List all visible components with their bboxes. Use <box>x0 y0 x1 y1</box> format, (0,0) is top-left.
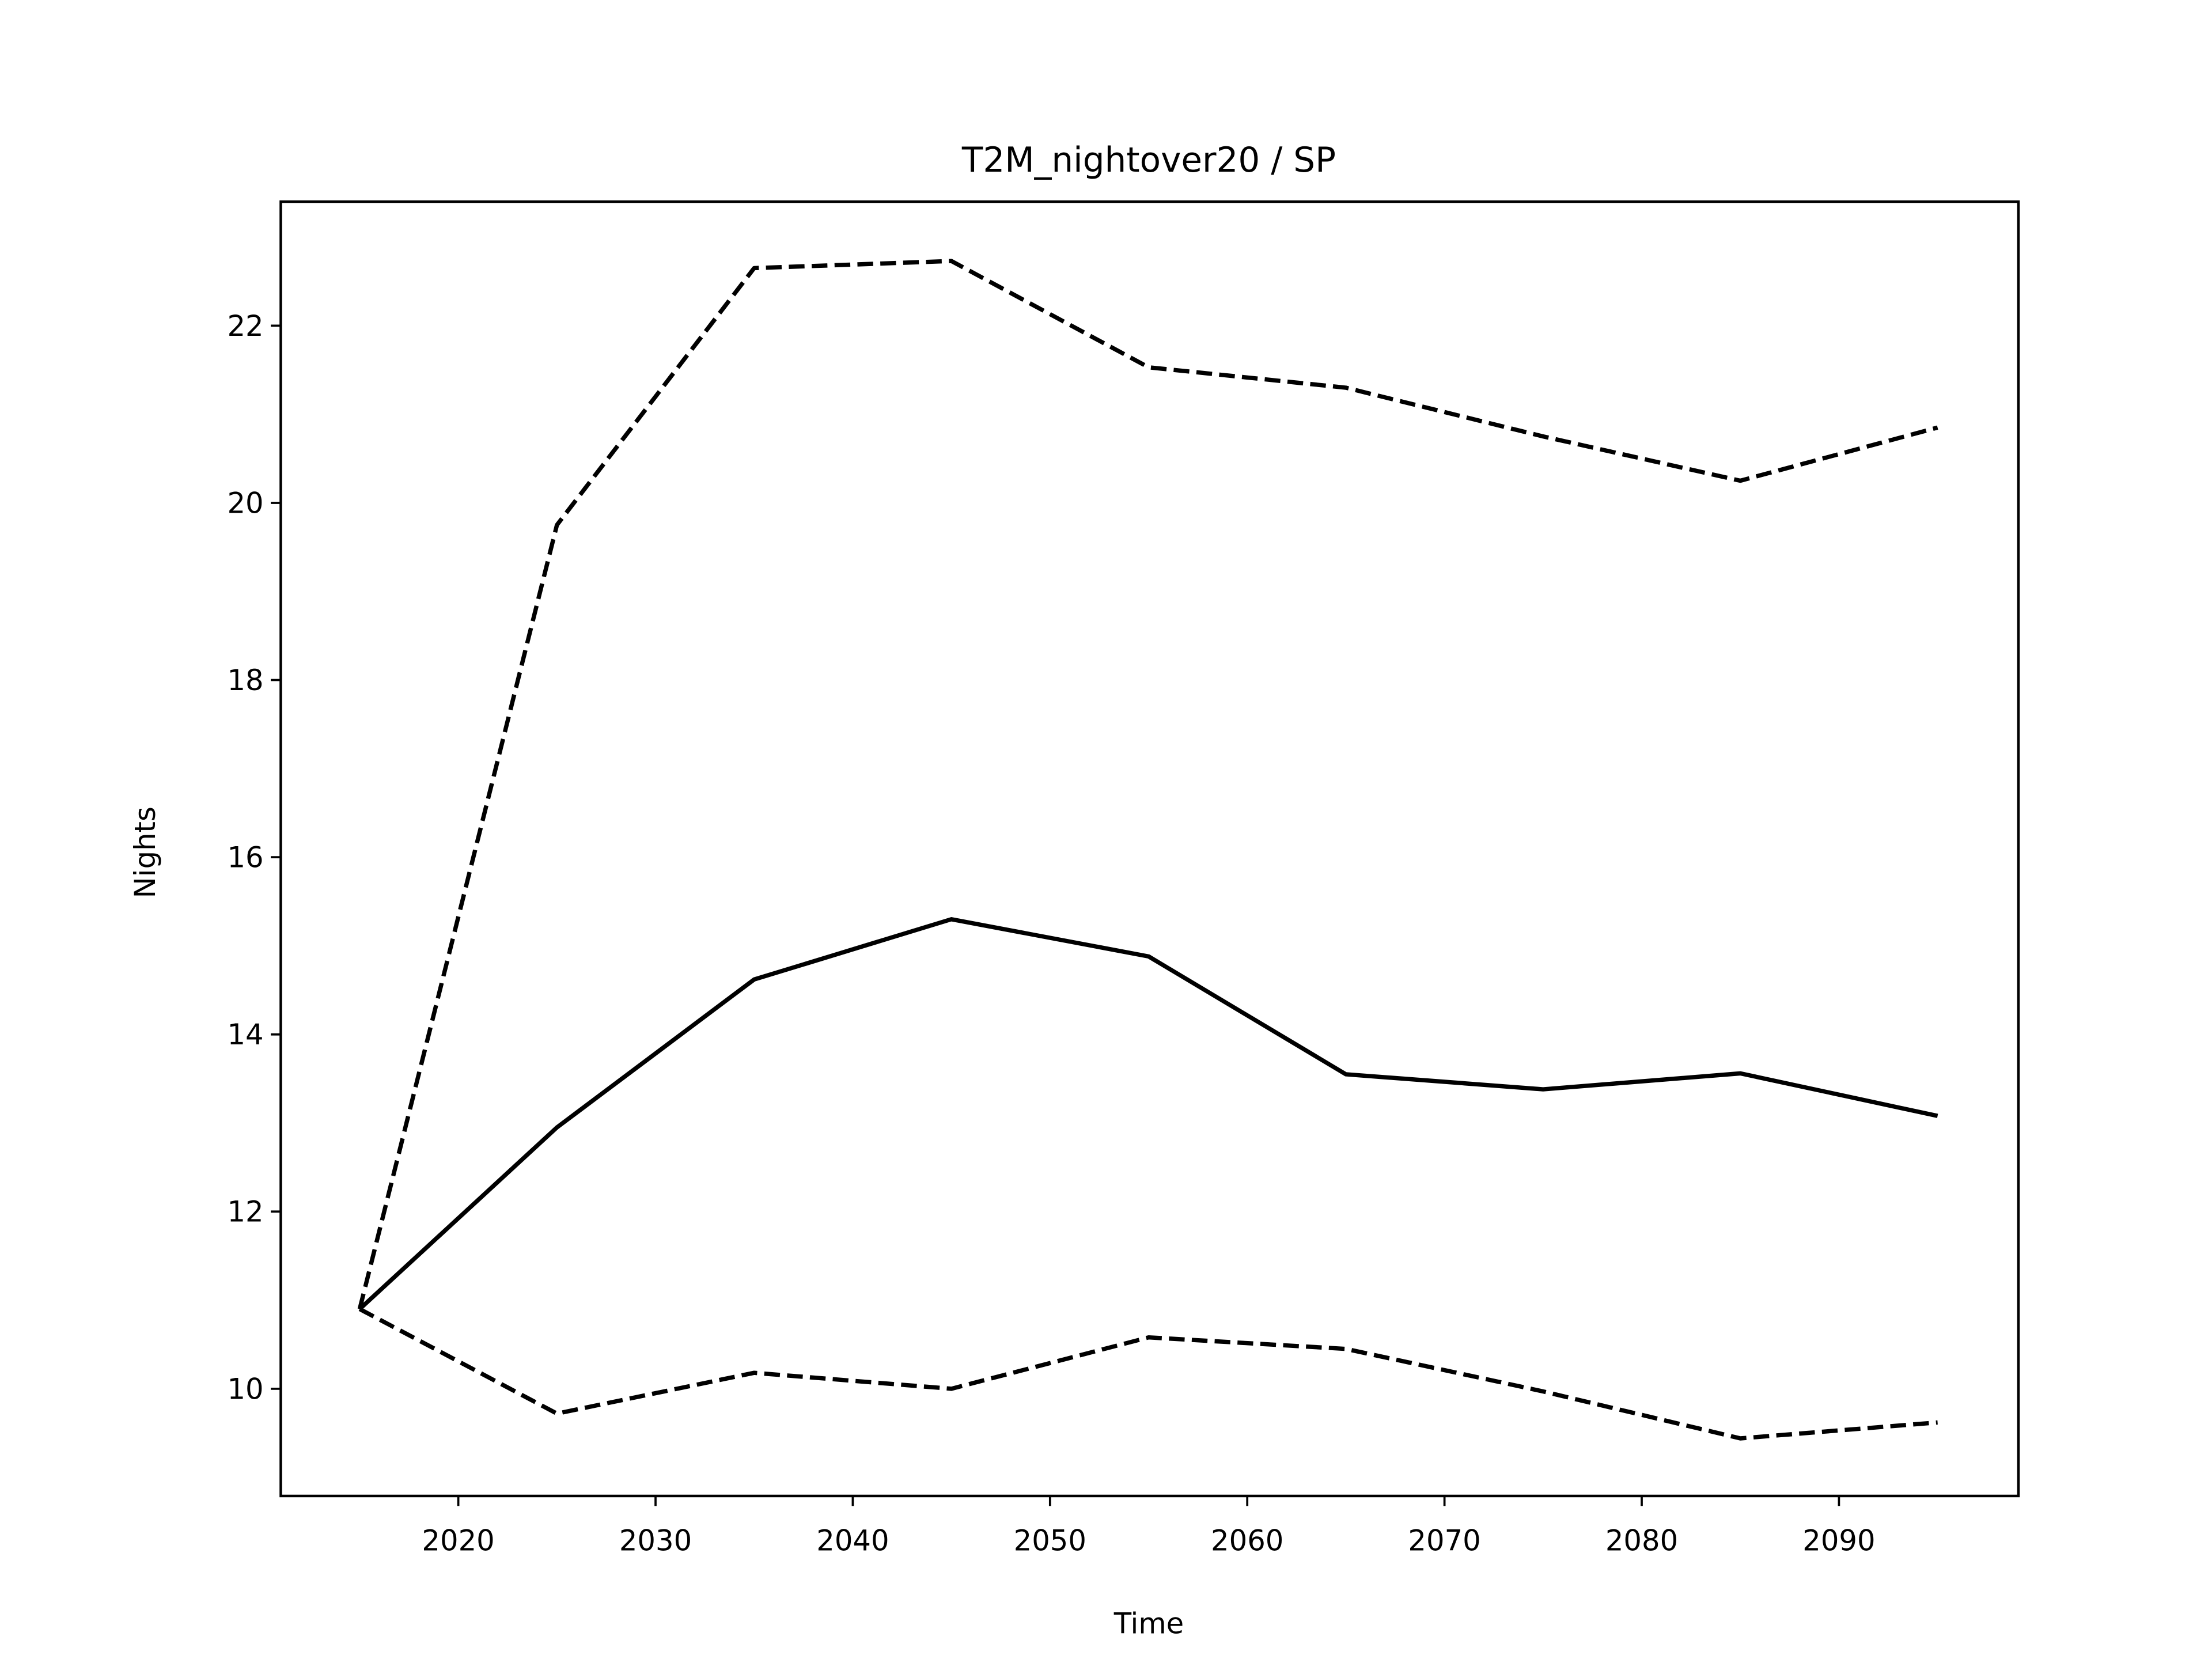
x-tick-label: 2070 <box>1408 1524 1480 1557</box>
y-tick-label: 10 <box>227 1372 263 1406</box>
plot-frame <box>279 200 2020 1498</box>
series-line <box>358 1307 1938 1441</box>
series-line <box>358 917 1938 1311</box>
y-tick-label: 16 <box>227 841 263 874</box>
chart-title: T2M_nightover20 / SP <box>961 141 1336 180</box>
y-axis-label: Nights <box>128 806 162 898</box>
x-axis-label: Time <box>1113 1607 1184 1640</box>
x-tick-label: 2080 <box>1605 1524 1678 1557</box>
x-tick-label: 2020 <box>422 1524 494 1557</box>
x-tick-label: 2090 <box>1802 1524 1875 1557</box>
y-tick-label: 22 <box>227 309 263 343</box>
x-tick-label: 2030 <box>619 1524 692 1557</box>
x-tick-label: 2060 <box>1211 1524 1283 1557</box>
y-tick-label: 20 <box>227 486 263 520</box>
y-tick-label: 18 <box>227 664 263 697</box>
y-tick-label: 14 <box>227 1018 263 1051</box>
series-line <box>357 259 1938 1310</box>
x-tick-label: 2040 <box>816 1524 889 1557</box>
x-tick-label: 2050 <box>1014 1524 1086 1557</box>
y-tick-label: 12 <box>227 1195 263 1229</box>
